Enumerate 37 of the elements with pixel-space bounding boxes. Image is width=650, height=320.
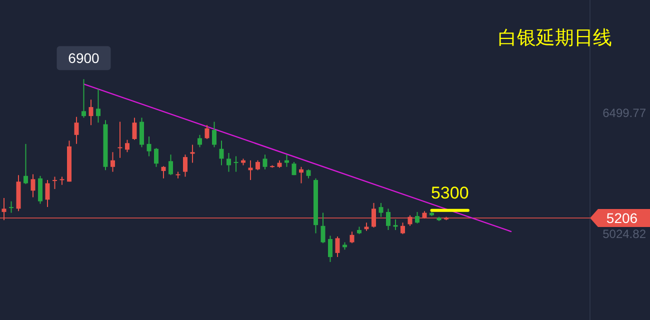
- candlestick: [386, 208, 390, 230]
- candlestick: [74, 116, 79, 144]
- candlestick: [96, 88, 100, 124]
- ref-line-label: 5206: [606, 210, 638, 226]
- candlestick: [198, 134, 202, 148]
- candlestick: [82, 78, 86, 118]
- candlestick: [248, 160, 253, 180]
- candlestick: [306, 168, 311, 179]
- candlestick: [38, 175, 42, 204]
- candlestick: [350, 231, 354, 244]
- candlestick: [183, 154, 188, 178]
- candlestick: [146, 136, 152, 157]
- candlestick: [400, 222, 405, 235]
- candlestick: [9, 200, 14, 214]
- candlestick: [378, 202, 384, 218]
- annotation: 6900: [68, 50, 100, 66]
- candlestick: [168, 154, 173, 176]
- text: 白银延期日线: [498, 27, 612, 49]
- candlestick: [328, 235, 332, 262]
- candlestick: [335, 236, 340, 258]
- candlestick: [299, 166, 304, 184]
- candlestick: [154, 148, 158, 168]
- candlestick: [415, 211, 420, 224]
- ref-line-label: 5300: [430, 183, 469, 202]
- candlestick: [190, 144, 195, 164]
- candlestick: [226, 152, 231, 172]
- candlestick: [262, 154, 268, 170]
- candlestick: [125, 139, 130, 153]
- candlestick: [52, 176, 57, 190]
- y-tick-label: 6499.77: [602, 106, 646, 120]
- candlestick: [110, 152, 115, 172]
- candlestick: [256, 160, 260, 171]
- candlestick: [24, 143, 28, 185]
- candlestick: [284, 154, 289, 168]
- y-tick-label: 5024.82: [602, 226, 646, 241]
- candlestick: [212, 121, 216, 148]
- candlestick: [140, 117, 144, 148]
